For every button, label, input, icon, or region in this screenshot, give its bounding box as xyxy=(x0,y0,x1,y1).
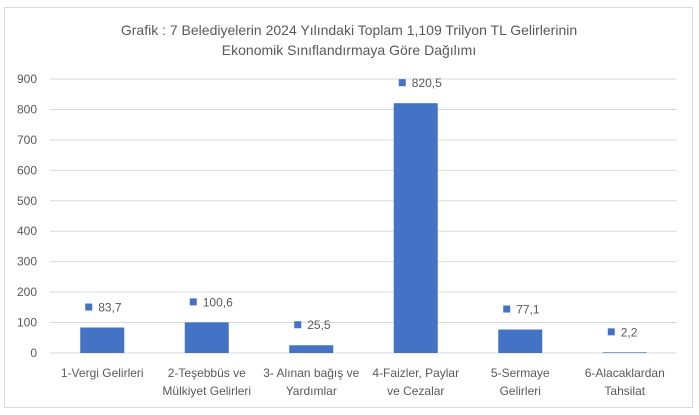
x-tick-label: 5-Sermaye xyxy=(491,366,550,380)
data-label: 77,1 xyxy=(516,303,540,317)
x-tick-label: ve Cezalar xyxy=(387,384,444,398)
bar xyxy=(184,322,229,353)
y-tick-label: 800 xyxy=(17,102,37,116)
chart-title-line: Grafik : 7 Belediyelerin 2024 Yılındaki … xyxy=(121,22,577,38)
bar xyxy=(498,329,543,353)
y-tick-label: 500 xyxy=(17,194,37,208)
y-tick-label: 0 xyxy=(30,346,37,360)
y-tick-label: 900 xyxy=(17,72,37,86)
data-label: 83,7 xyxy=(98,301,122,315)
chart-frame xyxy=(4,7,693,408)
y-tick-label: 700 xyxy=(17,133,37,147)
x-tick-label: 6-Alacaklardan xyxy=(585,366,665,380)
data-label-marker xyxy=(503,305,511,313)
bar xyxy=(602,352,647,353)
chart-title-line: Ekonomik Sınıflandırmaya Göre Dağılımı xyxy=(222,42,476,58)
data-label-marker xyxy=(294,321,302,329)
x-tick-label: Yardımlar xyxy=(286,384,337,398)
y-tick-label: 600 xyxy=(17,163,37,177)
data-label: 100,6 xyxy=(203,295,233,309)
x-tick-label: 3- Alınan bağış ve xyxy=(263,366,359,380)
data-label: 820,5 xyxy=(412,76,442,90)
y-tick-label: 300 xyxy=(17,255,37,269)
x-tick-label: 2-Teşebbüs ve xyxy=(168,366,246,380)
bar xyxy=(80,327,125,353)
y-tick-label: 200 xyxy=(17,285,37,299)
x-tick-label: 4-Faizler, Paylar xyxy=(372,366,459,380)
data-label-marker xyxy=(85,303,93,311)
bar xyxy=(289,345,334,353)
x-tick-label: Gelirleri xyxy=(500,384,541,398)
y-tick-label: 400 xyxy=(17,224,37,238)
y-tick-label: 100 xyxy=(17,316,37,330)
data-label: 2,2 xyxy=(621,325,638,339)
data-label-marker xyxy=(189,298,197,306)
data-label: 25,5 xyxy=(307,318,331,332)
x-tick-label: Tahsilat xyxy=(604,384,645,398)
x-tick-label: 1-Vergi Gelirleri xyxy=(61,366,144,380)
bar xyxy=(393,103,438,353)
x-tick-label: Mülkiyet Gelirleri xyxy=(162,384,251,398)
data-label-marker xyxy=(398,79,406,87)
data-label-marker xyxy=(607,328,615,336)
